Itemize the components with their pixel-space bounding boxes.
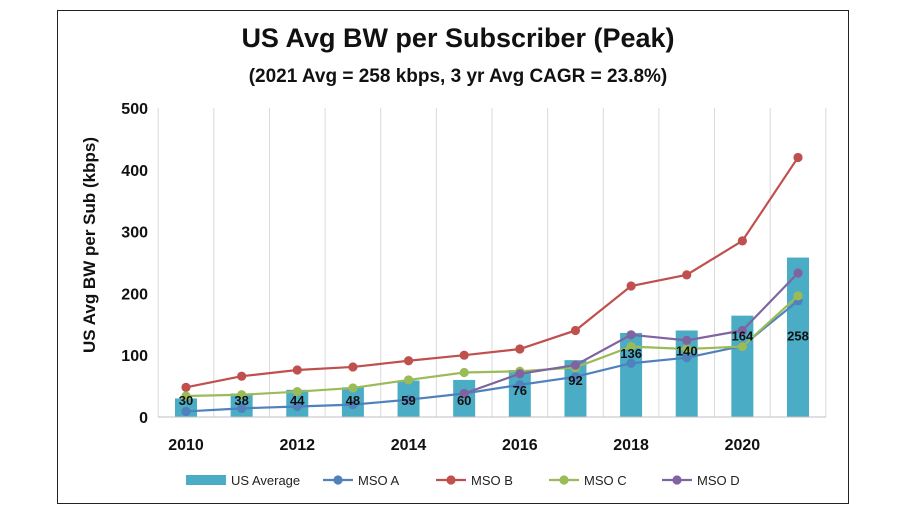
line-mso-b (185, 156, 799, 389)
point-mso-a (348, 400, 358, 410)
bar-us-average (787, 257, 809, 417)
x-tick-label: 2014 (391, 437, 427, 454)
data-label: 258 (787, 329, 809, 344)
point-mso-b (793, 152, 803, 163)
y-tick-label: 400 (121, 163, 148, 180)
point-mso-c (737, 341, 747, 352)
legend-item-mso-c: MSO C (549, 473, 627, 488)
legend-label: MSO A (358, 473, 400, 488)
y-tick-label: 500 (121, 101, 148, 118)
x-tick-label: 2018 (613, 437, 649, 454)
point-mso-b (403, 356, 414, 366)
point-mso-a (682, 353, 692, 363)
point-mso-a (181, 406, 191, 417)
x-tick-label: 2010 (168, 437, 204, 454)
legend-label: US Average (231, 473, 300, 488)
data-label: 140 (676, 343, 698, 358)
legend-swatch (186, 475, 226, 485)
bar-us-average (620, 332, 643, 417)
data-label: 76 (513, 383, 527, 398)
point-mso-d (682, 335, 692, 345)
y-tick-label: 300 (121, 225, 148, 242)
point-mso-c (459, 367, 469, 378)
grid (157, 108, 827, 417)
point-mso-c (626, 341, 636, 352)
data-label: 60 (457, 393, 471, 408)
y-tick-label: 0 (139, 410, 148, 427)
bar-us-average (675, 330, 698, 417)
point-mso-d (626, 330, 636, 340)
point-mso-b (515, 344, 525, 354)
chart-subtitle: (2021 Avg = 258 kbps, 3 yr Avg CAGR = 23… (249, 66, 668, 87)
point-mso-b (570, 325, 581, 336)
point-mso-a (403, 395, 414, 405)
point-mso-b (459, 350, 469, 360)
chart-frame: US Avg BW per Subscriber (Peak) (2021 Av… (57, 10, 849, 504)
point-mso-b (237, 371, 247, 381)
point-mso-b (682, 270, 692, 280)
y-tick-label: 200 (121, 286, 148, 303)
point-mso-b (626, 281, 636, 291)
data-label: 164 (732, 329, 754, 344)
point-mso-a (237, 403, 247, 413)
point-mso-c (292, 387, 302, 397)
point-mso-b (292, 365, 302, 375)
point-mso-b (737, 236, 747, 246)
x-tick-label: 2012 (279, 437, 315, 454)
legend-marker (559, 475, 569, 485)
line-mso-c (185, 295, 799, 398)
point-mso-d (570, 360, 581, 370)
point-mso-c (793, 291, 803, 301)
chart-title: US Avg BW per Subscriber (Peak) (241, 23, 674, 53)
point-mso-a (292, 401, 302, 412)
lines (181, 152, 803, 417)
legend-item-mso-d: MSO D (662, 473, 740, 488)
y-tick-label: 100 (121, 348, 148, 365)
point-mso-c (237, 390, 247, 400)
point-mso-a (626, 358, 636, 368)
data-label: 136 (620, 346, 642, 361)
point-mso-d (737, 325, 747, 336)
legend-label: MSO B (471, 473, 513, 488)
x-tick-label: 2016 (502, 437, 538, 454)
legend-label: MSO D (697, 473, 740, 488)
x-tick-label: 2020 (725, 437, 761, 454)
data-label: 48 (346, 393, 360, 408)
point-mso-d (515, 369, 525, 379)
legend-label: MSO C (584, 473, 627, 488)
tick-labels: 2010 2012 2014 2016 2018 2020 0 100 200 300 400 500 (121, 101, 760, 454)
point-mso-d (793, 268, 803, 278)
data-label: 30 (179, 393, 193, 408)
point-mso-c (181, 391, 191, 401)
line-mso-a (185, 299, 799, 413)
point-mso-b (348, 362, 358, 372)
bar-us-average (508, 370, 531, 417)
point-mso-c (682, 344, 692, 354)
legend-marker (333, 475, 343, 485)
legend-marker (672, 475, 682, 485)
data-labels: 30 38 44 48 59 60 76 92 136 140 164 258 (179, 329, 809, 408)
y-axis-label: US Avg BW per Sub (kbps) (80, 137, 99, 353)
legend: US Average MSO A MSO B MSO C MSO D (186, 473, 740, 488)
point-mso-c (403, 375, 414, 385)
chart: US Avg BW per Subscriber (Peak) (2021 Av… (80, 23, 827, 488)
point-mso-a (515, 380, 525, 390)
legend-item-mso-b: MSO B (436, 473, 513, 488)
legend-item-mso-a: MSO A (323, 473, 400, 488)
legend-marker (446, 475, 456, 485)
data-label: 59 (401, 393, 415, 408)
point-mso-b (181, 382, 191, 392)
data-label: 92 (568, 373, 582, 388)
point-mso-a (570, 372, 581, 382)
bar-us-average (453, 379, 476, 417)
point-mso-d (459, 388, 469, 399)
point-mso-c (348, 383, 358, 393)
data-label: 44 (290, 393, 305, 408)
legend-item-us-average: US Average (186, 473, 300, 488)
data-label: 38 (234, 393, 248, 408)
